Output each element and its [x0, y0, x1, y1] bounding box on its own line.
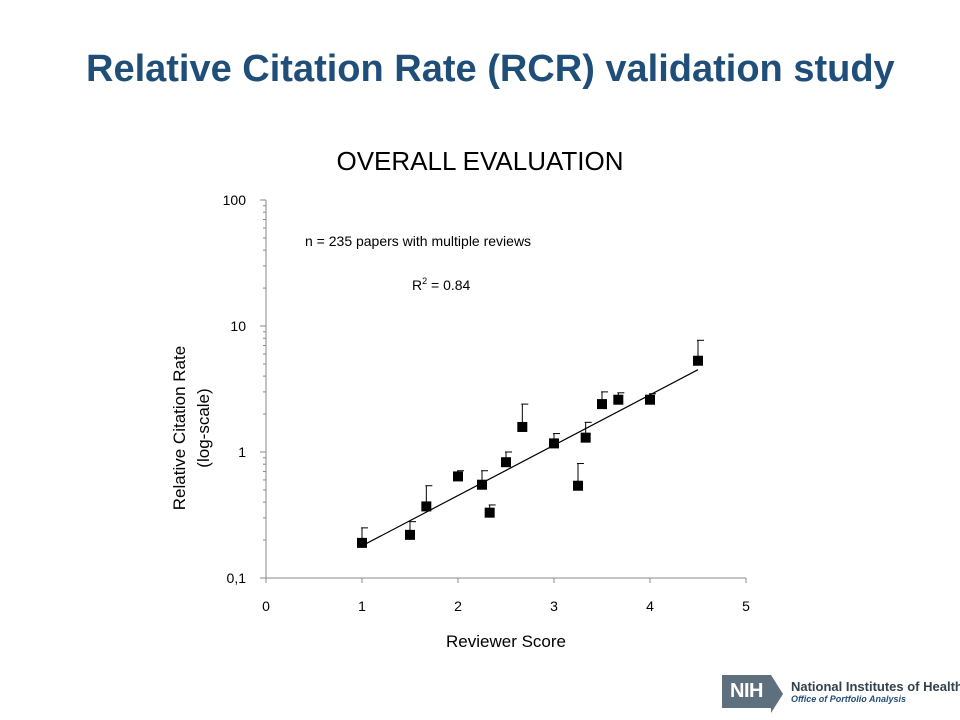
- r2-value: = 0.84: [427, 277, 470, 293]
- data-point: [453, 471, 463, 482]
- nih-org-name: National Institutes of Health: [790, 678, 960, 694]
- x-tick-label: 1: [358, 598, 366, 614]
- data-point: [573, 480, 583, 491]
- data-point: [613, 394, 624, 405]
- r2-superscript: 2: [422, 276, 427, 286]
- data-point: [693, 355, 703, 366]
- x-axis-label: Reviewer Score: [446, 632, 566, 651]
- data-point: [357, 537, 367, 548]
- data-point: [421, 501, 432, 512]
- r2-annotation: R2 = 0.84: [412, 276, 471, 293]
- x-tick-label: 5: [742, 598, 750, 614]
- r2-prefix: R: [412, 277, 422, 293]
- data-point: [549, 438, 559, 449]
- nih-logo-text: National Institutes of Health Office of …: [791, 679, 960, 704]
- nih-badge: NIH: [722, 674, 783, 713]
- data-point: [580, 432, 591, 443]
- y-tick-label: 100: [223, 192, 247, 208]
- data-point: [517, 421, 528, 432]
- data-point: [597, 399, 607, 410]
- y-tick-label: 10: [230, 318, 246, 334]
- data-point: [645, 394, 655, 405]
- slide-title: Relative Citation Rate (RCR) validation …: [86, 48, 895, 90]
- nih-logo: NIH National Institutes of Health Office…: [722, 672, 960, 713]
- trendline-layer: [361, 369, 699, 547]
- chart-title: OVERALL EVALUATION: [336, 146, 624, 176]
- data-point: [405, 529, 415, 540]
- data-point: [477, 479, 487, 490]
- y-tick-label: 1: [238, 444, 246, 460]
- x-tick-label: 0: [262, 598, 270, 614]
- trendline: [361, 369, 699, 547]
- data-point: [501, 457, 511, 468]
- n-annotation: n = 235 papers with multiple reviews: [305, 233, 531, 249]
- x-tick-label: 4: [646, 598, 654, 614]
- nih-office-name: Office of Portfolio Analysis: [790, 693, 906, 704]
- x-tick-label: 2: [454, 598, 462, 614]
- axes-layer: 0 1 2 3 4 5 0,1 1 10 100: [223, 192, 750, 614]
- y-tick-label: 0,1: [227, 570, 247, 586]
- data-point: [484, 507, 495, 518]
- points-layer: [357, 339, 704, 548]
- x-tick-label: 3: [550, 598, 558, 614]
